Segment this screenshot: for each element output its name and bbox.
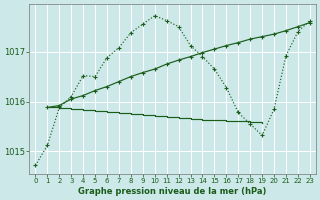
X-axis label: Graphe pression niveau de la mer (hPa): Graphe pression niveau de la mer (hPa) <box>78 187 267 196</box>
